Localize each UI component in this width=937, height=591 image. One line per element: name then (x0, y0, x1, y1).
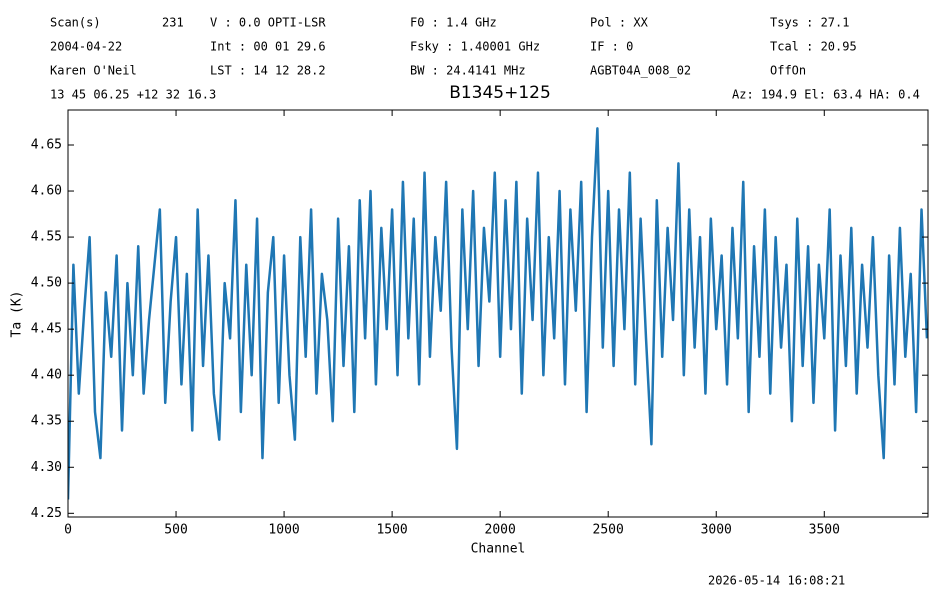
header-field: 2004-04-22 (50, 40, 122, 54)
header-field: BW : 24.4141 MHz (410, 64, 526, 78)
header-field: 13 45 06.25 +12 32 16.3 (50, 88, 216, 102)
header-field: Fsky : 1.40001 GHz (410, 40, 540, 54)
x-tick-label: 3000 (701, 523, 732, 538)
header-field: V : 0.0 OPTI-LSR (210, 16, 326, 30)
header-field: AGBT04A_008_02 (590, 64, 691, 78)
plot-frame (67, 109, 929, 518)
y-axis-label: Ta (K) (10, 291, 25, 338)
header-field: Int : 00 01 29.6 (210, 40, 326, 54)
y-tick-label: 4.55 (31, 230, 62, 245)
y-tick-label: 4.60 (31, 184, 62, 199)
y-tick-label: 4.25 (31, 506, 62, 521)
header-field: IF : 0 (590, 40, 633, 54)
y-tick-label: 4.40 (31, 368, 62, 383)
header-field: Tcal : 20.95 (770, 40, 857, 54)
x-tick-label: 1500 (376, 523, 407, 538)
data-line (68, 127, 928, 500)
y-tick-label: 4.65 (31, 137, 62, 152)
chart-title: B1345+125 (449, 83, 551, 103)
header-field: Az: 194.9 El: 63.4 HA: 0.4 (732, 88, 920, 102)
header-field: 231 (162, 16, 184, 30)
header-field: Karen O'Neil (50, 64, 137, 78)
header-field: LST : 14 12 28.2 (210, 64, 326, 78)
y-tick-label: 4.45 (31, 322, 62, 337)
header-field: OffOn (770, 64, 806, 78)
header-field: Pol : XX (590, 16, 649, 30)
header-field: Scan(s) (50, 16, 101, 30)
x-tick-label: 1000 (268, 523, 299, 538)
x-tick-label: 500 (164, 523, 187, 538)
y-tick-label: 4.30 (31, 460, 62, 475)
header-field: F0 : 1.4 GHz (410, 16, 497, 30)
timestamp: 2026-05-14 16:08:21 (708, 574, 845, 588)
x-tick-label: 3500 (809, 523, 840, 538)
header-field: Tsys : 27.1 (770, 16, 849, 30)
x-tick-label: 2500 (593, 523, 624, 538)
x-axis-label: Channel (471, 542, 526, 557)
x-tick-label: 2000 (485, 523, 516, 538)
x-tick-label: 0 (64, 523, 72, 538)
y-tick-label: 4.50 (31, 276, 62, 291)
y-tick-label: 4.35 (31, 414, 62, 429)
